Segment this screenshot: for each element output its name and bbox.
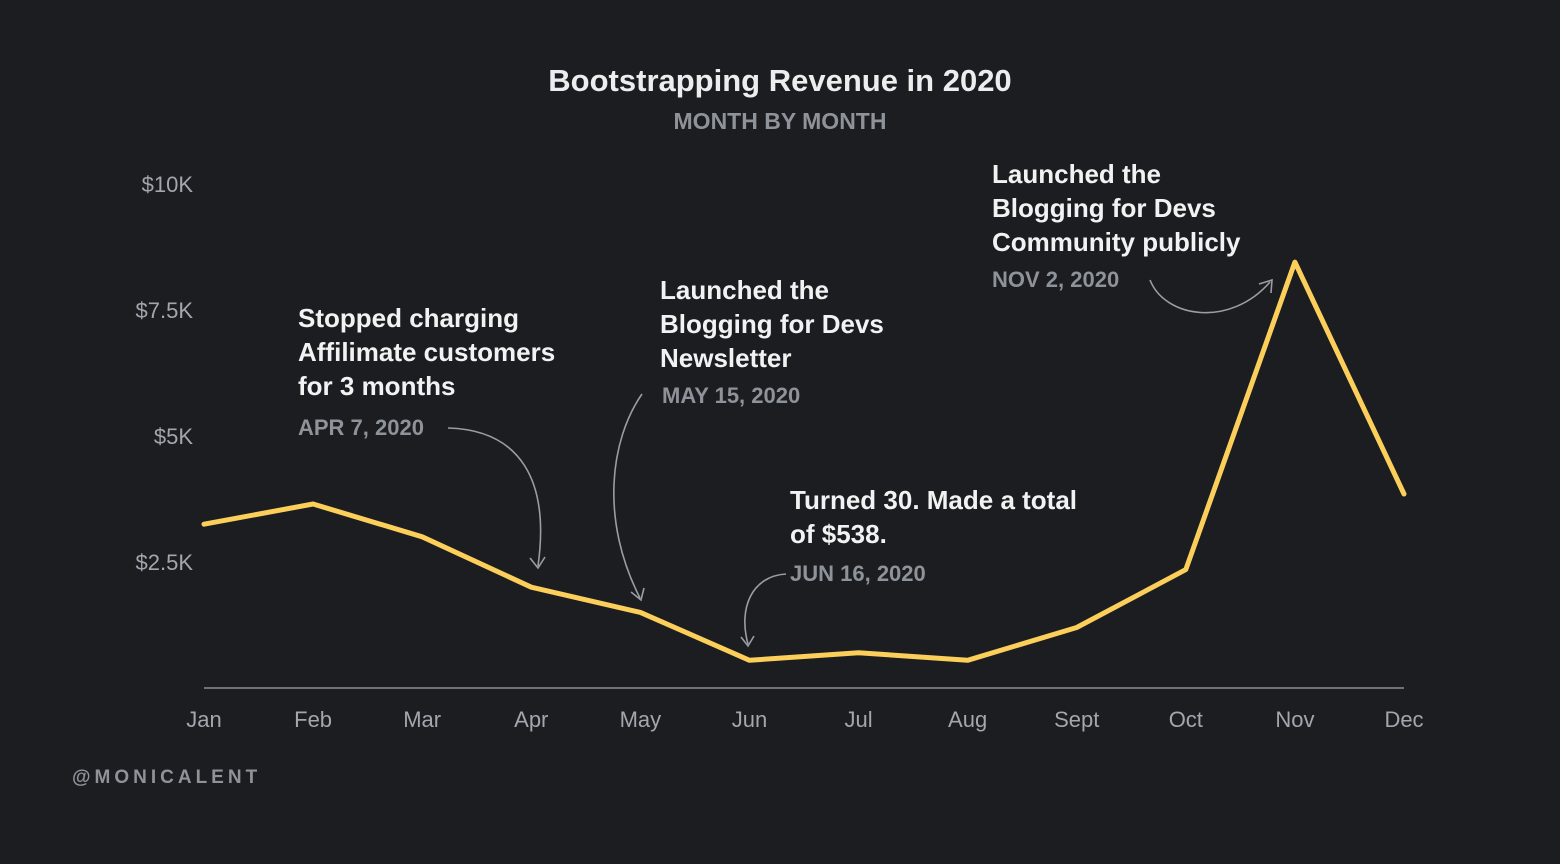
y-tick-label: $7.5K (136, 298, 194, 323)
annotation-jun-line-2: of $538. (790, 519, 887, 549)
annotation-apr-arrowhead (529, 556, 546, 570)
revenue-series-line (201, 259, 1407, 663)
annotation-apr-line-2: Affilimate customers (298, 337, 555, 367)
annotation-may: Launched the Blogging for Devs Newslette… (613, 275, 884, 602)
annotation-may-arrow (613, 393, 643, 599)
annotation-may-line-2: Blogging for Devs (660, 309, 884, 339)
x-tick-label: Jul (844, 707, 872, 732)
annotation-jun-line-1: Turned 30. Made a total (790, 485, 1077, 515)
x-tick-label: Oct (1169, 707, 1203, 732)
annotation-nov-line-2: Blogging for Devs (992, 193, 1216, 223)
annotation-jun-arrowhead (740, 635, 755, 648)
x-tick-label: Jan (186, 707, 221, 732)
annotation-nov-arrowhead (1258, 278, 1273, 294)
annotation-nov: Launched the Blogging for Devs Community… (992, 159, 1273, 314)
annotation-jun-date: JUN 16, 2020 (790, 561, 926, 586)
chart-subtitle: MONTH BY MONTH (674, 108, 887, 134)
y-tick-label: $5K (154, 424, 193, 449)
annotation-apr-line-1: Stopped charging (298, 303, 519, 333)
x-tick-label: Feb (294, 707, 332, 732)
annotation-apr-arrow (447, 427, 542, 567)
y-tick-label: $10K (142, 172, 194, 197)
y-axis: $2.5K $5K $7.5K $10K (136, 172, 194, 575)
annotation-may-arrowhead (630, 587, 645, 602)
annotation-nov-line-3: Community publicly (992, 227, 1241, 257)
annotation-may-line-1: Launched the (660, 275, 829, 305)
annotation-jun: Turned 30. Made a total of $538. JUN 16,… (740, 485, 1077, 648)
annotation-apr-date: APR 7, 2020 (298, 415, 424, 440)
chart-title: Bootstrapping Revenue in 2020 (548, 63, 1011, 98)
annotation-jun-arrow (744, 573, 787, 645)
x-tick-label: Nov (1275, 707, 1314, 732)
annotation-nov-date: NOV 2, 2020 (992, 267, 1119, 292)
x-tick-label: Dec (1384, 707, 1423, 732)
x-axis: Jan Feb Mar Apr May Jun Jul Aug Sept Oct Nov Dec (186, 707, 1423, 732)
x-tick-label: Mar (403, 707, 441, 732)
x-tick-label: Jun (732, 707, 767, 732)
x-tick-label: May (620, 707, 662, 732)
annotation-may-line-3: Newsletter (660, 343, 792, 373)
annotation-nov-arrow (1149, 279, 1271, 314)
annotation-apr-line-3: for 3 months (298, 371, 455, 401)
x-tick-label: Apr (514, 707, 548, 732)
y-tick-label: $2.5K (136, 550, 194, 575)
annotation-nov-line-1: Launched the (992, 159, 1161, 189)
annotation-apr: Stopped charging Affilimate customers fo… (298, 303, 555, 570)
x-tick-label: Aug (948, 707, 987, 732)
x-tick-label: Sept (1054, 707, 1099, 732)
annotation-may-date: MAY 15, 2020 (662, 383, 800, 408)
credit-handle: @MONICALENT (72, 767, 261, 788)
